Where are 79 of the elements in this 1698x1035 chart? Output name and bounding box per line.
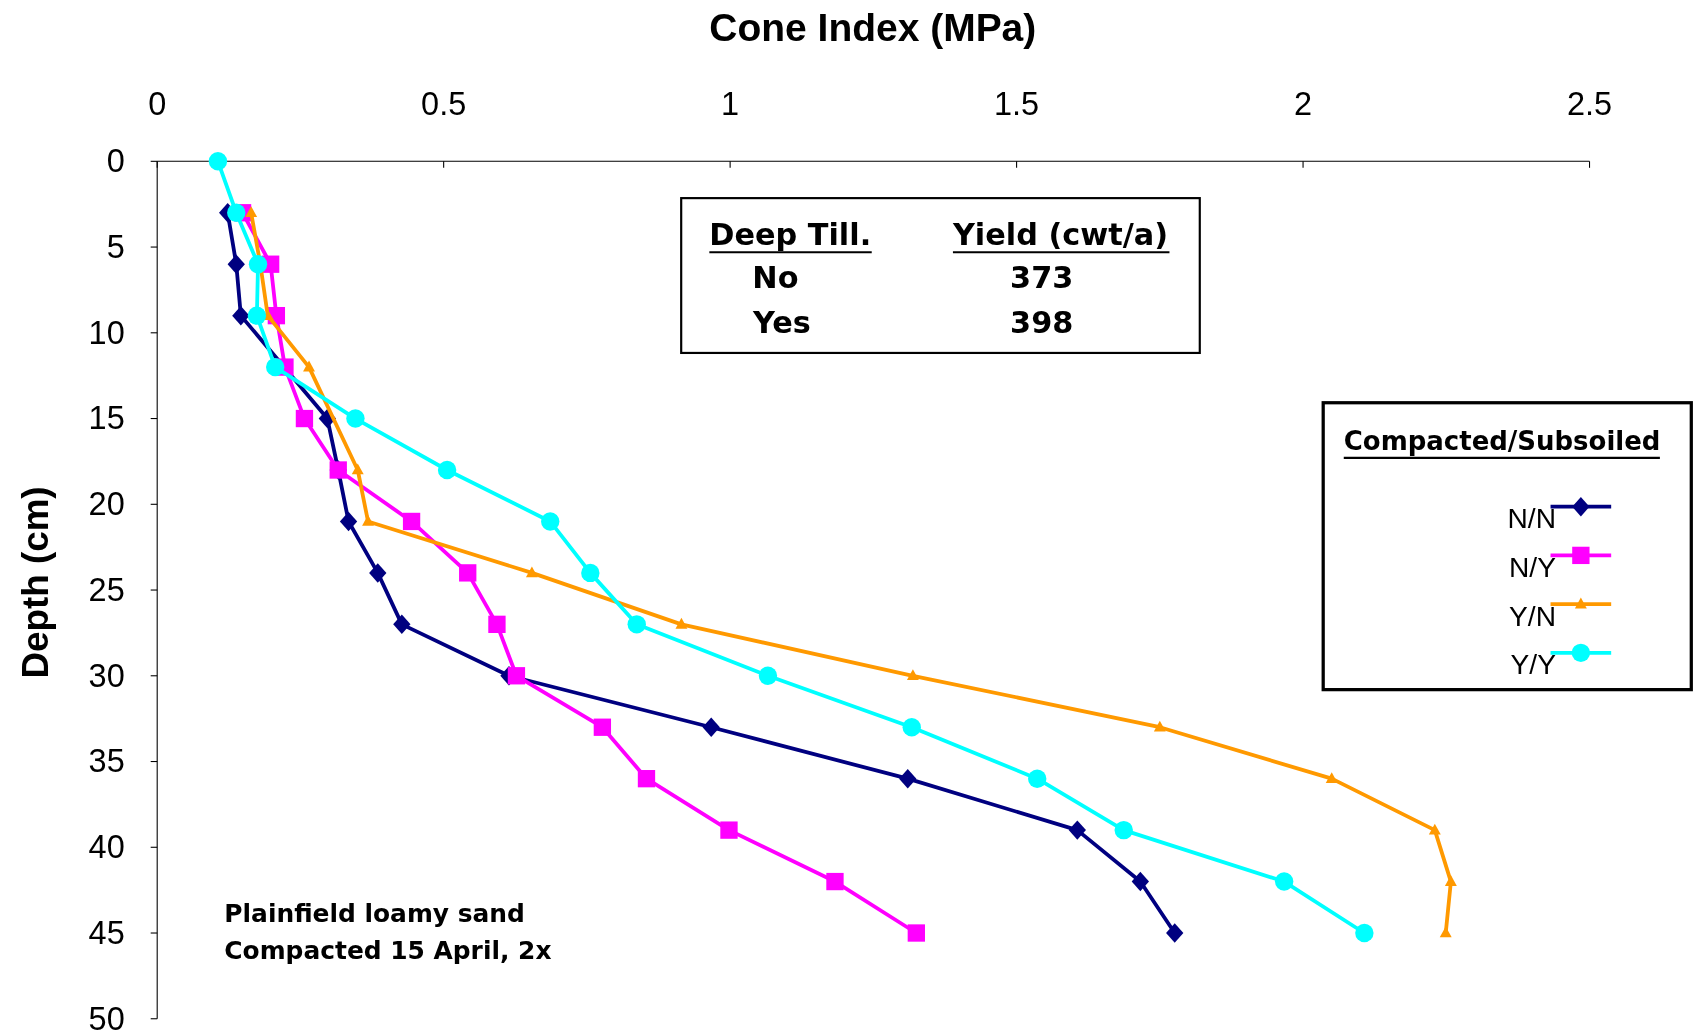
- y-tick-label: 25: [88, 571, 125, 608]
- point: [1028, 769, 1047, 788]
- point: [593, 718, 612, 736]
- y-tick-label: 5: [106, 228, 125, 265]
- point: [507, 667, 526, 685]
- point: [907, 924, 925, 942]
- legend-label: Y/N: [1509, 600, 1556, 632]
- annotation: 373: [1010, 259, 1074, 295]
- point: [346, 409, 365, 428]
- point: [899, 768, 917, 789]
- point: [339, 511, 358, 532]
- point: [295, 409, 314, 428]
- x-tick-label: 2: [1294, 85, 1313, 122]
- point: [232, 305, 250, 326]
- point: [227, 254, 245, 274]
- point: [1444, 875, 1457, 886]
- point: [1166, 923, 1184, 943]
- point: [675, 617, 688, 629]
- annotation: Plainfield loamy sand: [224, 899, 525, 929]
- point: [581, 563, 600, 583]
- point: [459, 564, 477, 582]
- point: [1131, 871, 1150, 892]
- point: [351, 463, 364, 475]
- y-tick-label: 45: [88, 914, 125, 951]
- legend-label: Y/Y: [1510, 649, 1557, 681]
- legend-label: N/N: [1507, 503, 1556, 535]
- point: [902, 718, 921, 737]
- point: [247, 306, 267, 325]
- point: [1325, 772, 1338, 784]
- legend-title: Compacted/Subsoiled: [1343, 426, 1661, 457]
- point: [1114, 820, 1133, 840]
- point: [906, 669, 919, 681]
- point: [369, 563, 387, 583]
- y-tick-label: 20: [88, 486, 125, 523]
- chart-title: Cone Index (MPa): [709, 6, 1037, 50]
- point: [525, 566, 538, 578]
- y-tick-label: 40: [88, 829, 125, 866]
- point: [245, 206, 258, 218]
- annotation: Deep Till.: [709, 216, 872, 252]
- point: [1153, 720, 1166, 732]
- annotation: Yield (cwt/a): [951, 216, 1169, 252]
- y-tick-label: 50: [88, 1000, 125, 1035]
- point: [720, 821, 738, 839]
- point: [541, 512, 560, 531]
- point: [637, 770, 656, 788]
- point: [627, 615, 646, 634]
- point: [248, 255, 268, 274]
- y-tick-label: 30: [88, 657, 125, 694]
- annotation: Compacted 15 April, 2x: [224, 936, 552, 966]
- point: [1428, 823, 1441, 835]
- point: [208, 152, 228, 171]
- x-tick-label: 1: [721, 85, 740, 122]
- point: [227, 203, 246, 222]
- point: [826, 872, 844, 891]
- point: [362, 514, 374, 526]
- x-tick-label: 1.5: [994, 85, 1040, 122]
- point: [1355, 923, 1374, 943]
- point: [437, 460, 457, 480]
- y-tick-label: 35: [88, 743, 125, 780]
- point: [758, 666, 778, 685]
- point: [702, 717, 720, 737]
- x-tick-label: 0.5: [421, 85, 467, 122]
- annotation: No: [752, 259, 799, 295]
- annotation: Yes: [752, 305, 811, 341]
- y-axis-title: Depth (cm): [14, 486, 56, 679]
- point: [393, 614, 411, 635]
- point: [488, 615, 506, 633]
- annotation: 398: [1010, 305, 1074, 341]
- y-tick-label: 10: [88, 314, 125, 351]
- legend-label: N/Y: [1509, 552, 1557, 584]
- x-tick-label: 0: [148, 85, 167, 122]
- y-tick-label: 0: [106, 143, 125, 180]
- point: [303, 360, 315, 372]
- point: [1274, 872, 1294, 891]
- point: [1068, 820, 1086, 840]
- point: [266, 357, 285, 377]
- x-tick-label: 2.5: [1566, 85, 1613, 122]
- point: [402, 512, 421, 531]
- y-tick-label: 15: [88, 400, 125, 437]
